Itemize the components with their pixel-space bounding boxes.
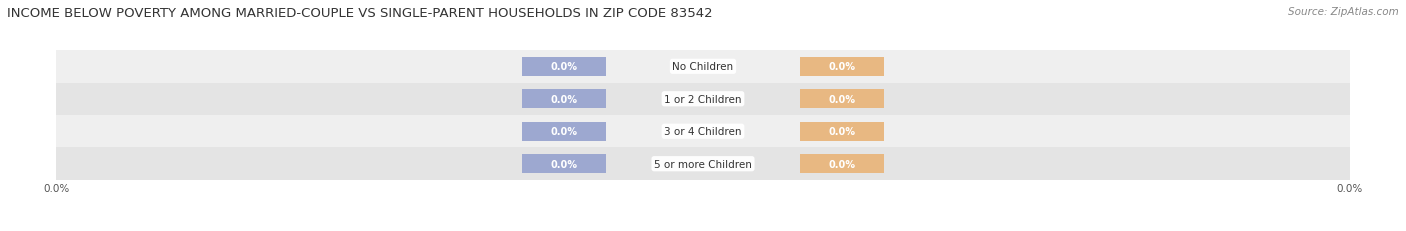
Text: Source: ZipAtlas.com: Source: ZipAtlas.com <box>1288 7 1399 17</box>
Text: 0.0%: 0.0% <box>828 94 856 104</box>
Bar <box>522 58 606 76</box>
Text: 3 or 4 Children: 3 or 4 Children <box>664 127 742 137</box>
Text: 5 or more Children: 5 or more Children <box>654 159 752 169</box>
Text: 0.0%: 0.0% <box>828 62 856 72</box>
Bar <box>800 122 884 141</box>
Bar <box>800 155 884 173</box>
Text: 0.0%: 0.0% <box>828 159 856 169</box>
Bar <box>800 90 884 109</box>
Bar <box>522 122 606 141</box>
Bar <box>56 116 1350 148</box>
Bar <box>56 83 1350 116</box>
Text: 0.0%: 0.0% <box>550 94 578 104</box>
Text: 0.0%: 0.0% <box>550 62 578 72</box>
Text: INCOME BELOW POVERTY AMONG MARRIED-COUPLE VS SINGLE-PARENT HOUSEHOLDS IN ZIP COD: INCOME BELOW POVERTY AMONG MARRIED-COUPL… <box>7 7 713 20</box>
Bar <box>800 58 884 76</box>
Text: No Children: No Children <box>672 62 734 72</box>
Text: 0.0%: 0.0% <box>550 127 578 137</box>
Text: 1 or 2 Children: 1 or 2 Children <box>664 94 742 104</box>
Bar <box>56 148 1350 180</box>
Text: 0.0%: 0.0% <box>550 159 578 169</box>
Text: 0.0%: 0.0% <box>828 127 856 137</box>
Bar <box>522 155 606 173</box>
Bar <box>56 51 1350 83</box>
Bar <box>522 90 606 109</box>
